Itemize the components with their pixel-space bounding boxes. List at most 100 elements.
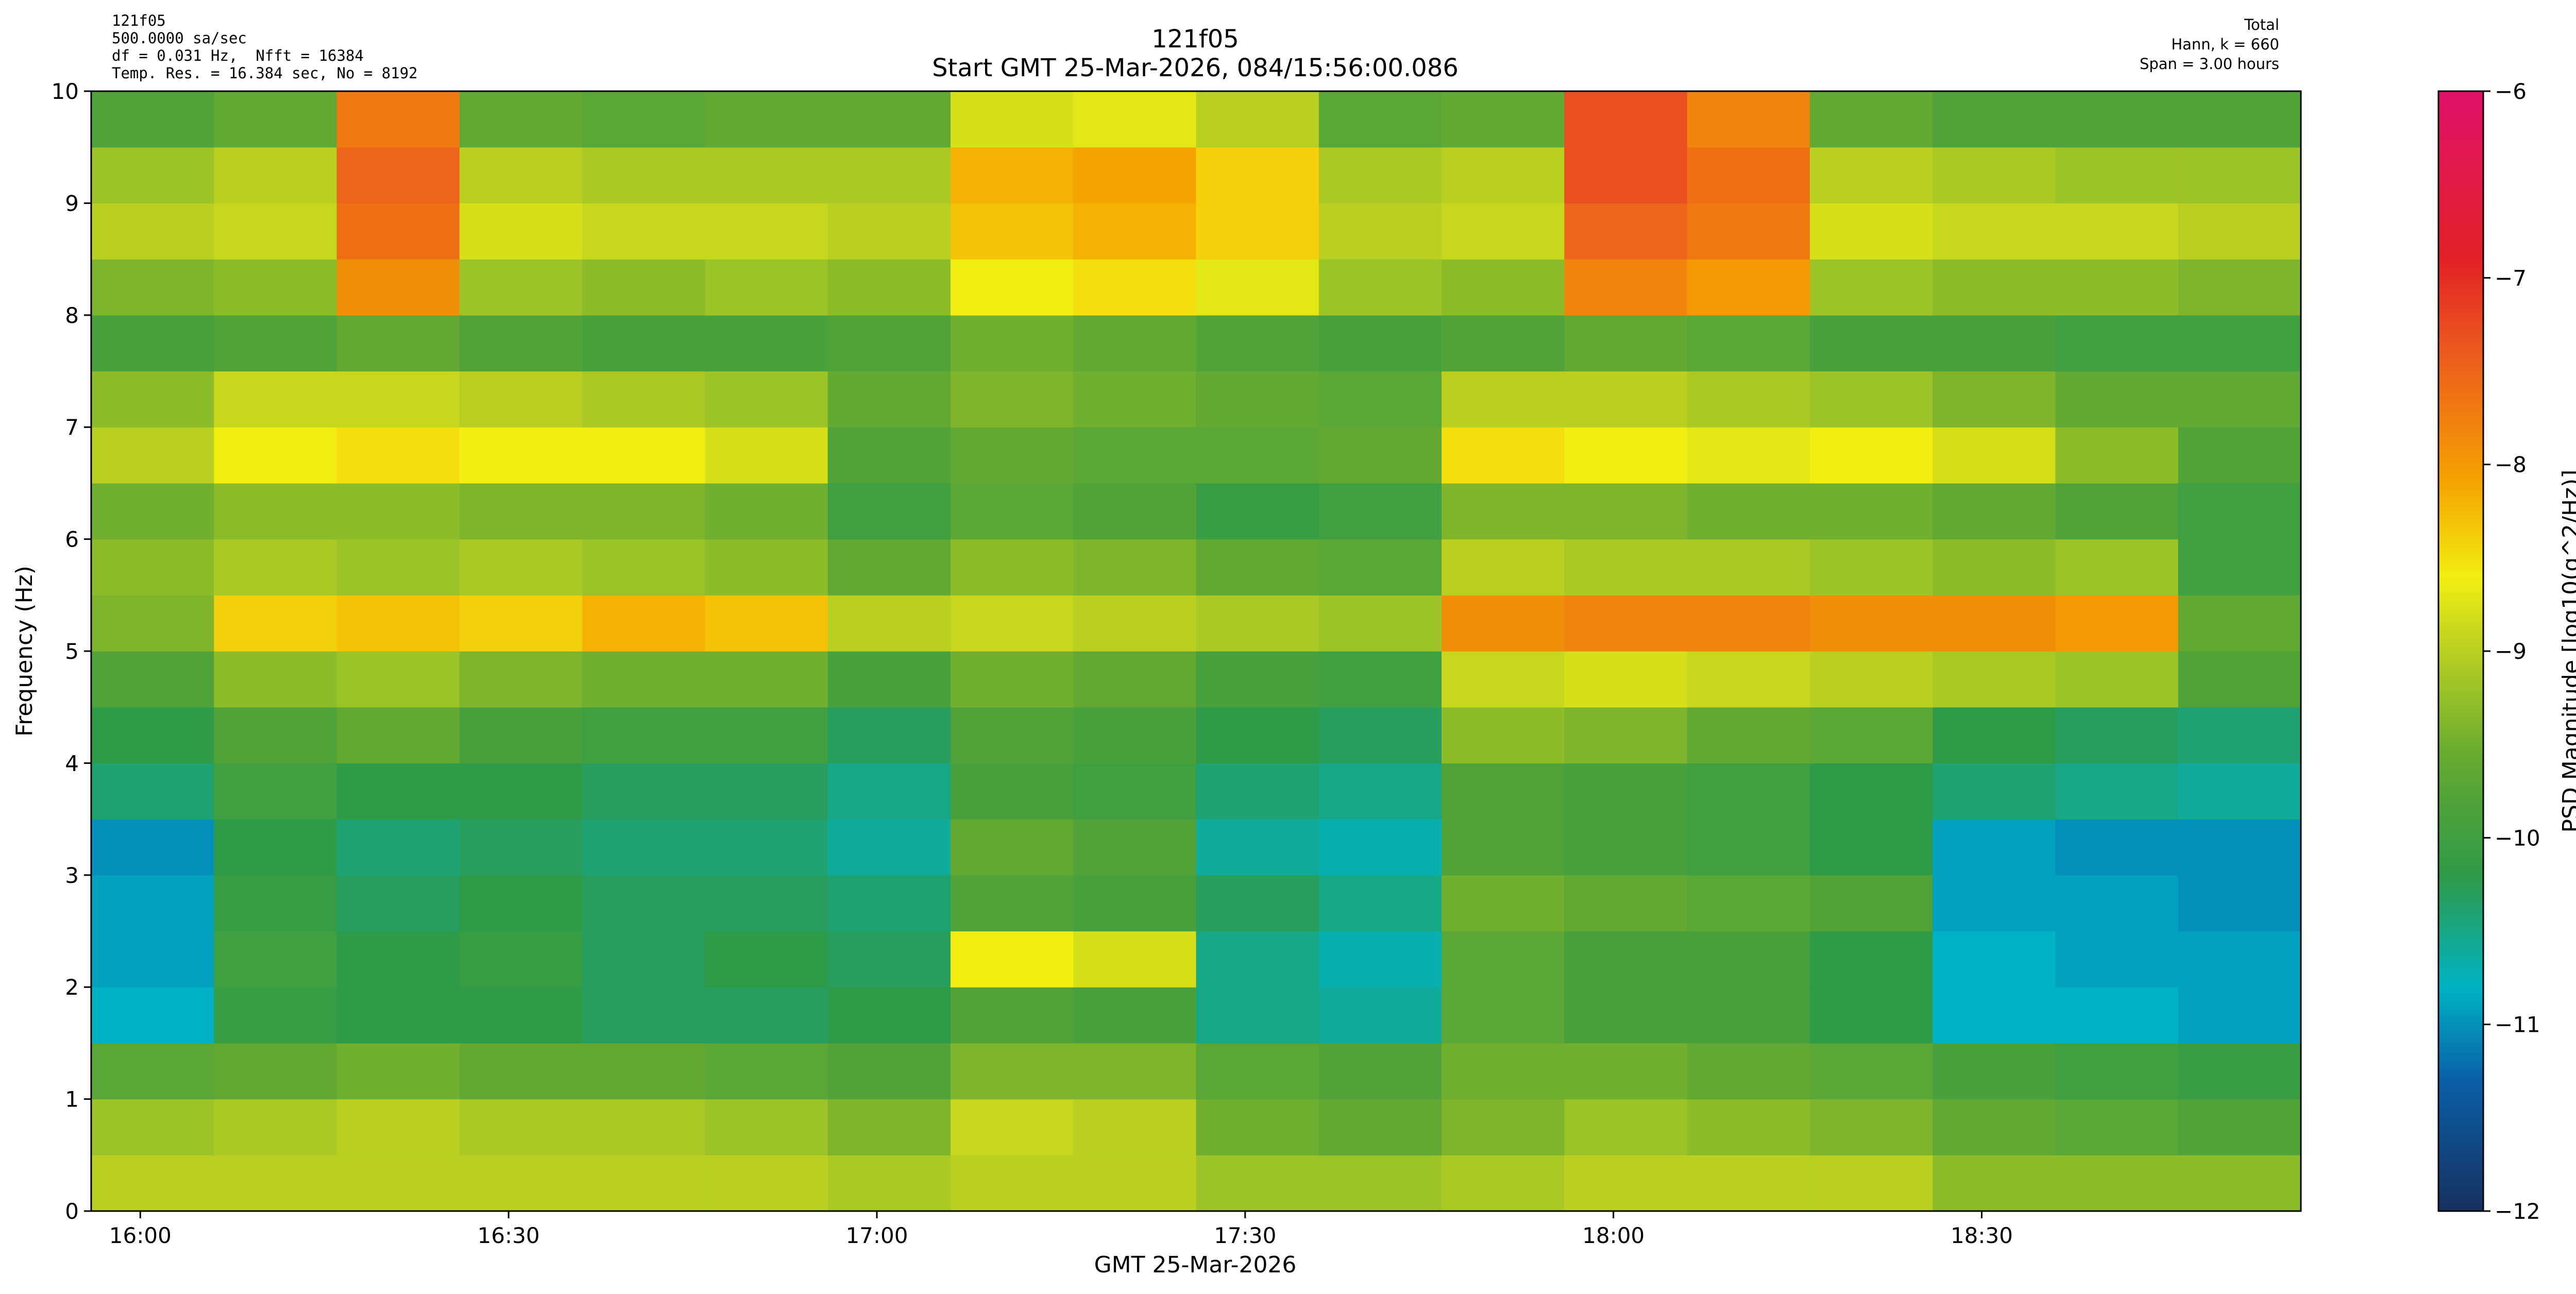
heatmap-cell xyxy=(950,931,1074,987)
heatmap-cell xyxy=(1564,91,1688,148)
heatmap-cell xyxy=(1318,1043,1442,1100)
heatmap-cell xyxy=(1809,763,1933,820)
heatmap-cell xyxy=(459,931,583,987)
heatmap-cell xyxy=(1687,707,1810,763)
heatmap-cell xyxy=(1564,259,1688,316)
heatmap-cell xyxy=(1564,651,1688,708)
heatmap-cell xyxy=(2055,875,2179,932)
heatmap-cell xyxy=(1442,1155,1565,1212)
x-tick-label: 17:30 xyxy=(1214,1223,1276,1248)
heatmap-cell xyxy=(214,483,337,540)
heatmap-cell xyxy=(1809,427,1933,484)
heatmap-cell xyxy=(459,1155,583,1212)
heatmap-cell xyxy=(1073,147,1197,203)
heatmap-cell xyxy=(827,147,951,203)
heatmap-cell xyxy=(2178,1155,2301,1212)
heatmap-cell xyxy=(1687,819,1810,876)
heatmap-cell xyxy=(1809,987,1933,1044)
heatmap-cell xyxy=(1442,483,1565,540)
y-tick-label: 2 xyxy=(65,975,79,1000)
heatmap-cell xyxy=(1933,91,2056,148)
heatmap-cell xyxy=(1073,371,1197,428)
heatmap-cell xyxy=(214,875,337,932)
heatmap-cell xyxy=(582,987,705,1044)
heatmap-cell xyxy=(459,1043,583,1100)
heatmap-cell xyxy=(2055,595,2179,652)
heatmap-cell xyxy=(1809,595,1933,652)
heatmap-cell xyxy=(582,427,705,484)
heatmap-cell xyxy=(1073,315,1197,372)
heatmap-cell xyxy=(1073,875,1197,932)
heatmap-cell xyxy=(2055,931,2179,987)
heatmap-cell xyxy=(459,315,583,372)
heatmap-cell xyxy=(1442,875,1565,932)
heatmap-cell xyxy=(1933,595,2056,652)
heatmap-cell xyxy=(1318,651,1442,708)
heatmap-cell xyxy=(1196,147,1319,203)
info-text: 121f05 xyxy=(112,12,166,29)
heatmap-cell xyxy=(1687,595,1810,652)
heatmap-cell xyxy=(1809,707,1933,763)
heatmap-cell xyxy=(1196,259,1319,316)
heatmap-cell xyxy=(91,651,214,708)
heatmap-cell xyxy=(1809,539,1933,595)
heatmap-cell xyxy=(336,1155,460,1212)
heatmap-cell xyxy=(827,1099,951,1155)
heatmap-cell xyxy=(1196,1099,1319,1155)
heatmap-cell xyxy=(705,91,828,148)
heatmap-cell xyxy=(950,1099,1074,1155)
heatmap-cell xyxy=(459,91,583,148)
heatmap-cell xyxy=(459,763,583,820)
heatmap-cell xyxy=(1564,1155,1688,1212)
heatmap-cell xyxy=(91,483,214,540)
heatmap-cell xyxy=(214,259,337,316)
heatmap-cell xyxy=(214,595,337,652)
heatmap-cell xyxy=(950,91,1074,148)
heatmap-cell xyxy=(1318,483,1442,540)
heatmap-cell xyxy=(2055,1099,2179,1155)
heatmap-cell xyxy=(827,315,951,372)
heatmap-cell xyxy=(1687,1155,1810,1212)
heatmap-cell xyxy=(1933,483,2056,540)
y-tick-label: 6 xyxy=(65,527,79,552)
heatmap-cell xyxy=(1073,539,1197,595)
heatmap-cell xyxy=(705,371,828,428)
heatmap-cell xyxy=(950,483,1074,540)
heatmap-cell xyxy=(1442,315,1565,372)
heatmap-cell xyxy=(1196,371,1319,428)
heatmap-cell xyxy=(336,427,460,484)
heatmap-cell xyxy=(1442,259,1565,316)
heatmap-cell xyxy=(1687,315,1810,372)
heatmap-cell xyxy=(1809,315,1933,372)
heatmap-cell xyxy=(214,1155,337,1212)
heatmap-cell xyxy=(1196,931,1319,987)
heatmap-cell xyxy=(1687,427,1810,484)
colorbar-tick-label: −6 xyxy=(2495,79,2527,104)
heatmap-cell xyxy=(582,819,705,876)
heatmap-cell xyxy=(950,707,1074,763)
heatmap-cell xyxy=(336,315,460,372)
heatmap-cell xyxy=(214,707,337,763)
heatmap-cell xyxy=(950,875,1074,932)
heatmap-cell xyxy=(2178,371,2301,428)
heatmap-cell xyxy=(214,91,337,148)
info-text: Hann, k = 660 xyxy=(2171,36,2279,53)
heatmap-cell xyxy=(1809,1155,1933,1212)
heatmap-cell xyxy=(705,707,828,763)
heatmap-cell xyxy=(336,259,460,316)
heatmap-cell xyxy=(336,931,460,987)
heatmap-cell xyxy=(91,427,214,484)
heatmap-cell xyxy=(1073,1155,1197,1212)
y-tick-label: 1 xyxy=(65,1087,79,1112)
heatmap-cell xyxy=(827,1155,951,1212)
heatmap-cell xyxy=(336,987,460,1044)
heatmap-cell xyxy=(950,315,1074,372)
heatmap-cell xyxy=(950,259,1074,316)
heatmap-cell xyxy=(214,203,337,260)
heatmap-cell xyxy=(582,315,705,372)
heatmap-cell xyxy=(91,315,214,372)
heatmap-cell xyxy=(827,987,951,1044)
heatmap-cell xyxy=(1564,819,1688,876)
heatmap-cell xyxy=(91,987,214,1044)
heatmap-cell xyxy=(1564,595,1688,652)
